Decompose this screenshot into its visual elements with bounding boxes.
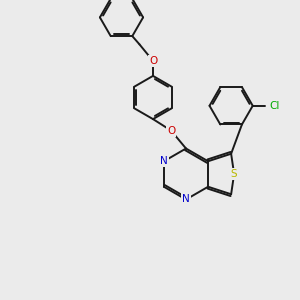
Text: O: O [149,56,157,66]
Text: N: N [182,194,190,205]
Text: O: O [167,125,175,136]
Text: N: N [160,156,168,166]
Text: Cl: Cl [269,101,280,111]
Text: S: S [231,169,237,179]
